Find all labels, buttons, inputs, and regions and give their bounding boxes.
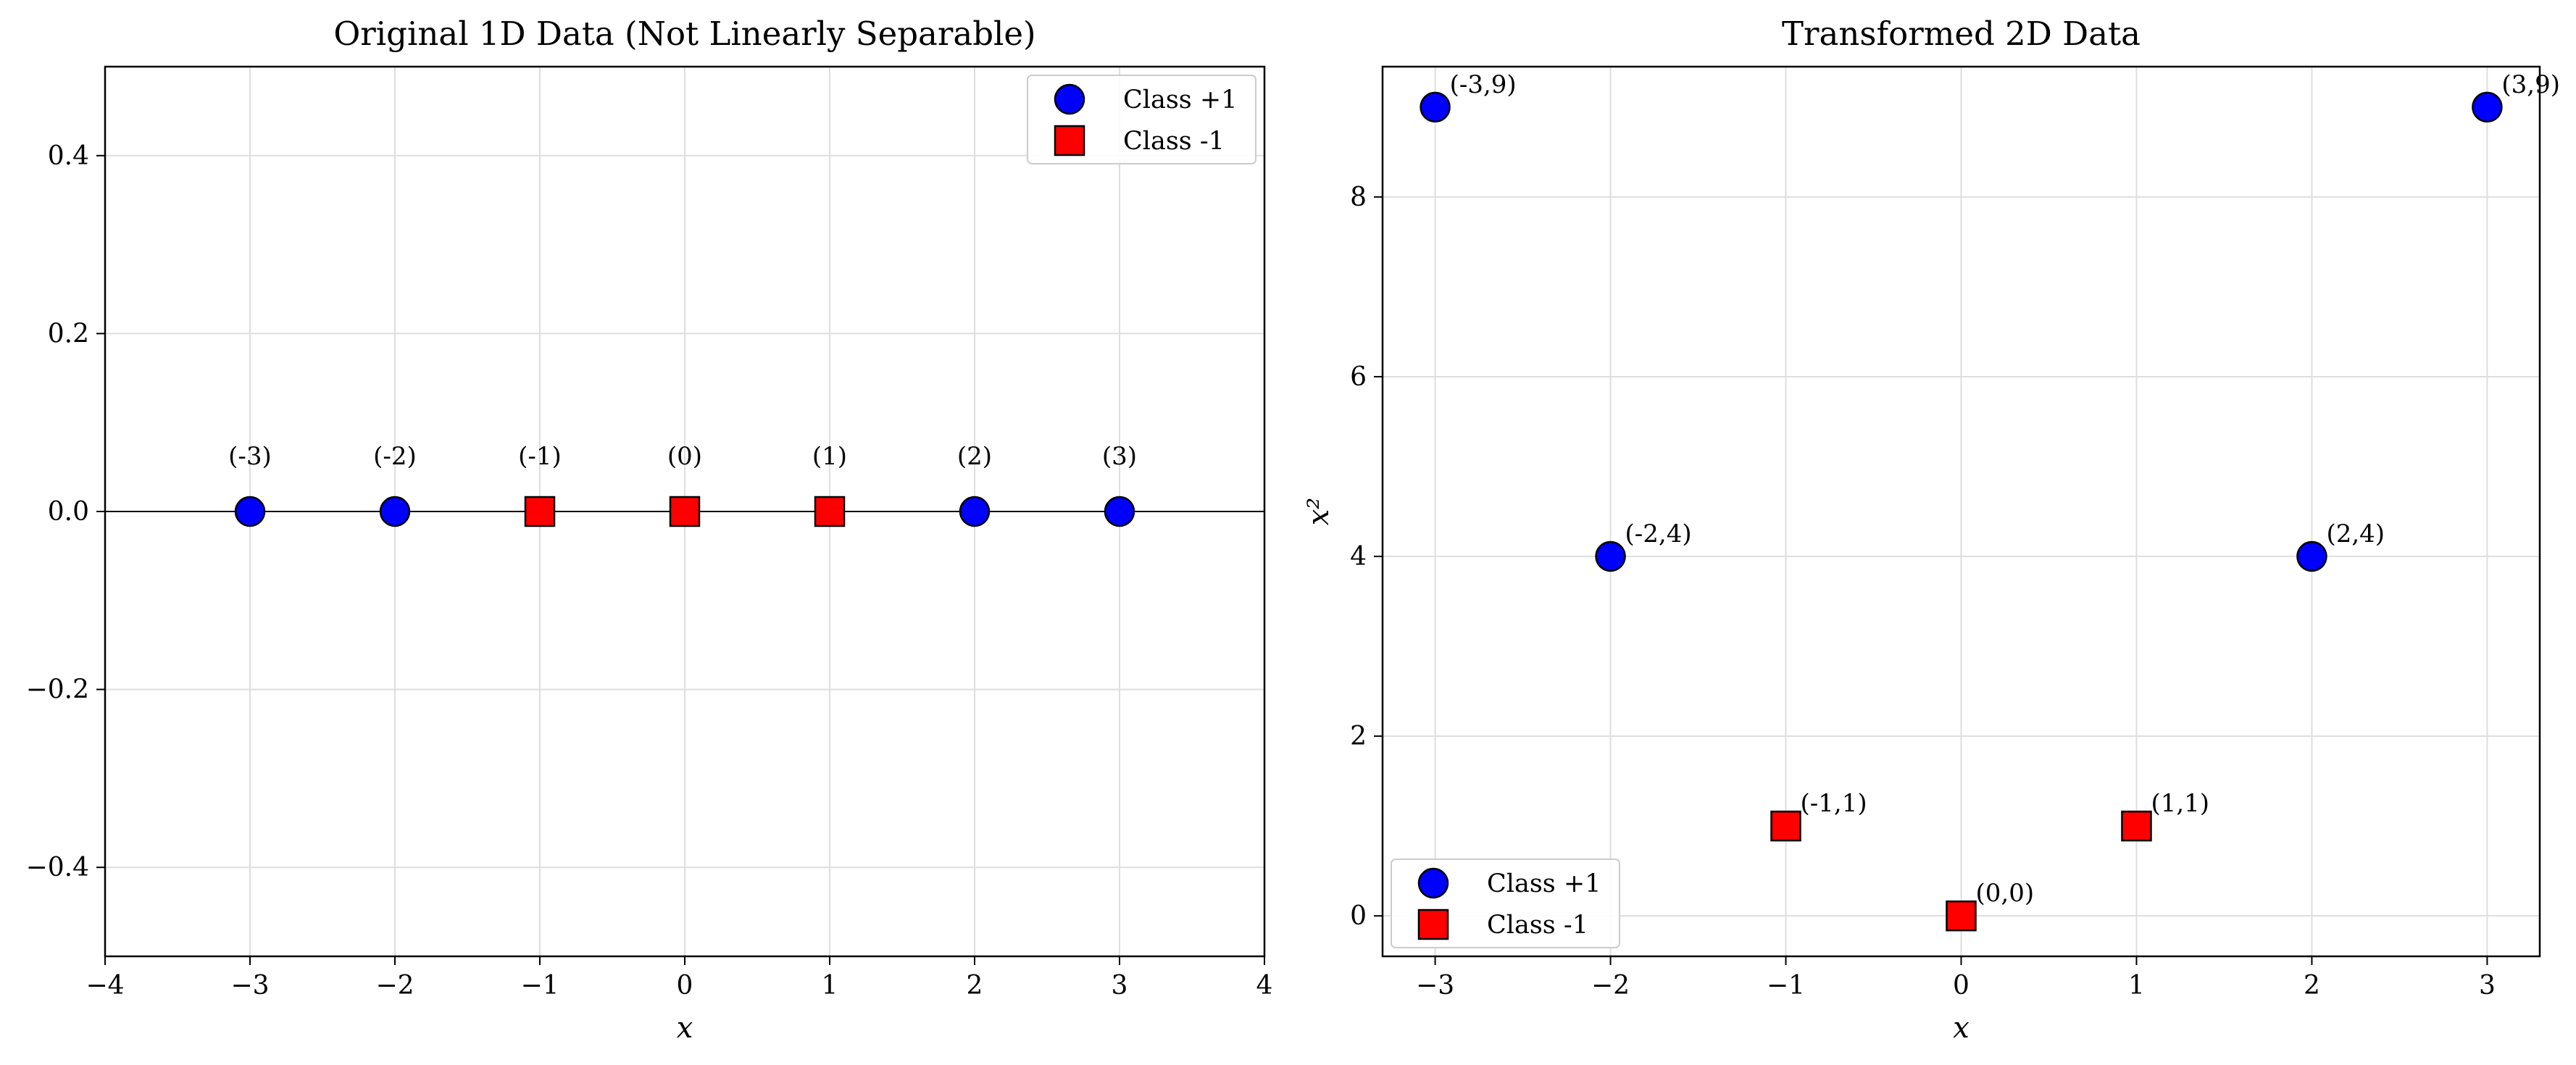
y-tick-label: 8 bbox=[1350, 183, 1367, 212]
point-annotation: (-3) bbox=[228, 442, 272, 471]
point-annotation: (-2,4) bbox=[1625, 519, 1692, 548]
x-axis-label: x bbox=[1953, 1011, 1969, 1045]
point-annotation: (0,0) bbox=[1976, 879, 2035, 908]
x-tick-label: −4 bbox=[86, 971, 124, 1001]
data-point-class-minus1 bbox=[1770, 810, 1801, 842]
legend: Class +1 Class -1 bbox=[1391, 859, 1620, 948]
x-tick-label: −1 bbox=[520, 971, 559, 1001]
point-annotation: (1) bbox=[812, 442, 847, 471]
data-point-class-minus1 bbox=[2121, 810, 2152, 842]
y-tick-label: 0.2 bbox=[48, 319, 89, 348]
legend-marker-circle bbox=[1054, 83, 1085, 115]
point-annotation: (3,9) bbox=[2501, 70, 2560, 99]
legend-marker-square bbox=[1054, 125, 1085, 156]
x-tick-label: −2 bbox=[375, 971, 414, 1001]
point-annotation: (-1,1) bbox=[1801, 789, 1867, 818]
chart-panel-2: −3 −2 −1 0 1 2 3 0 2 4 6 8 Transformed 2D Data x x² (-3… bbox=[1302, 14, 2560, 1045]
chart-title: Original 1D Data (Not Linearly Separable… bbox=[333, 14, 1035, 53]
legend: Class +1 Class -1 bbox=[1027, 75, 1256, 164]
y-tick-label: 2 bbox=[1350, 722, 1367, 751]
legend-label: Class -1 bbox=[1487, 911, 1588, 940]
x-tick-label: −3 bbox=[1416, 971, 1454, 1001]
x-tick-label: −3 bbox=[230, 971, 269, 1001]
x-tick-label: 2 bbox=[2304, 971, 2320, 1001]
x-tick-label: 1 bbox=[822, 971, 838, 1001]
data-point-class-plus1 bbox=[2296, 540, 2327, 572]
y-tick-label: 6 bbox=[1350, 362, 1367, 392]
x-axis-label: x bbox=[677, 1011, 693, 1045]
point-annotation: (3) bbox=[1102, 442, 1137, 471]
y-tick-label: 4 bbox=[1350, 542, 1367, 572]
y-tick-label: 0.4 bbox=[48, 141, 89, 171]
data-point-class-plus1 bbox=[234, 496, 266, 527]
x-tick-label: 2 bbox=[967, 971, 983, 1001]
x-tick-label: 4 bbox=[1256, 971, 1273, 1001]
data-point-class-plus1 bbox=[1595, 540, 1626, 572]
point-annotation: (2) bbox=[957, 442, 992, 471]
x-tick-label: 3 bbox=[2479, 971, 2496, 1001]
legend-label: Class +1 bbox=[1487, 869, 1601, 898]
data-point-class-plus1 bbox=[1104, 496, 1135, 527]
point-annotation: (0) bbox=[667, 442, 702, 471]
point-annotation: (-1) bbox=[518, 442, 562, 471]
y-tick-label: −0.2 bbox=[26, 675, 89, 705]
legend-label: Class -1 bbox=[1123, 127, 1225, 156]
data-point-class-minus1 bbox=[1946, 900, 1977, 932]
chart-panel-1: −4 −3 −2 −1 0 1 2 3 4 −0.4 −0.2 0.0 0.2 0.4 Original 1… bbox=[26, 14, 1273, 1045]
y-tick-label: −0.4 bbox=[26, 853, 89, 882]
data-point-class-minus1 bbox=[524, 496, 556, 527]
data-point-class-minus1 bbox=[814, 496, 846, 527]
point-annotation: (-2) bbox=[373, 442, 417, 471]
y-tick-label: 0.0 bbox=[48, 497, 89, 527]
x-tick-label: 0 bbox=[677, 971, 693, 1001]
data-point-class-plus1 bbox=[2472, 91, 2503, 123]
y-tick-label: 0 bbox=[1350, 901, 1367, 931]
x-tick-label: 1 bbox=[2128, 971, 2145, 1001]
chart-title: Transformed 2D Data bbox=[1782, 14, 2141, 53]
x-tick-label: −2 bbox=[1591, 971, 1630, 1001]
x-tick-label: 0 bbox=[1953, 971, 1969, 1001]
y-axis-label: x² bbox=[1302, 498, 1335, 526]
x-tick-label: −1 bbox=[1767, 971, 1805, 1001]
data-point-class-minus1 bbox=[669, 496, 701, 527]
point-annotation: (-3,9) bbox=[1450, 70, 1517, 99]
axes-frame bbox=[1381, 65, 2541, 958]
point-annotation: (2,4) bbox=[2326, 519, 2385, 548]
point-annotation: (1,1) bbox=[2151, 789, 2209, 818]
axes-frame bbox=[104, 65, 1266, 958]
x-tick-label: 3 bbox=[1112, 971, 1128, 1001]
data-point-class-plus1 bbox=[379, 496, 411, 527]
legend-marker-square bbox=[1417, 909, 1449, 940]
legend-label: Class +1 bbox=[1123, 85, 1237, 114]
legend-marker-circle bbox=[1417, 867, 1449, 899]
data-point-class-plus1 bbox=[1420, 91, 1451, 123]
data-point-class-plus1 bbox=[959, 496, 991, 527]
